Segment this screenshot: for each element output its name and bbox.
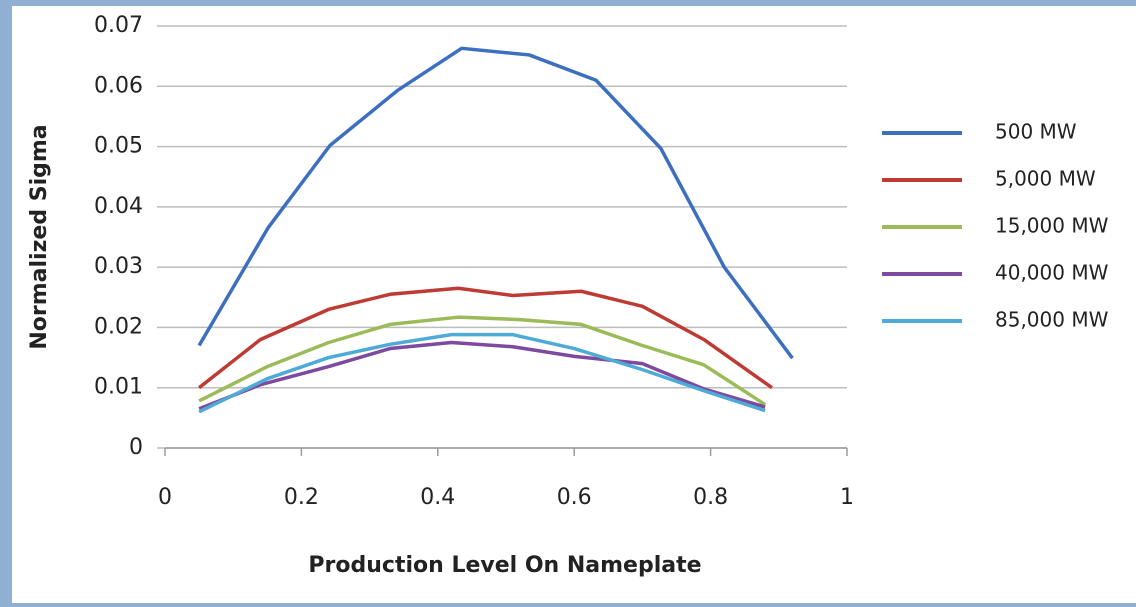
legend-label: 85,000 MW bbox=[995, 308, 1109, 332]
y-tick-label: 0.07 bbox=[94, 13, 143, 38]
x-tick-label: 0.4 bbox=[420, 485, 455, 510]
x-tick-label: 0 bbox=[158, 485, 172, 510]
y-tick-label: 0.01 bbox=[94, 375, 143, 400]
legend-label: 5,000 MW bbox=[995, 167, 1096, 191]
y-tick-label: 0.03 bbox=[94, 254, 143, 279]
y-tick-label: 0.02 bbox=[94, 314, 143, 339]
legend-label: 500 MW bbox=[995, 120, 1077, 144]
chart: Production Level On Nameplate Normalized… bbox=[0, 0, 1136, 603]
legend-label: 15,000 MW bbox=[995, 214, 1109, 238]
x-axis-label: Production Level On Nameplate bbox=[308, 553, 701, 578]
y-axis-label: Normalized Sigma bbox=[27, 124, 52, 349]
x-tick-label: 0.2 bbox=[284, 485, 319, 510]
y-tick-label: 0.06 bbox=[94, 73, 143, 98]
x-tick-label: 1 bbox=[840, 485, 854, 510]
y-tick-label: 0.04 bbox=[94, 194, 143, 219]
legend-label: 40,000 MW bbox=[995, 261, 1109, 285]
chart-panel bbox=[12, 6, 1136, 603]
x-tick-label: 0.8 bbox=[693, 485, 728, 510]
page: Production Level On Nameplate Normalized… bbox=[0, 0, 1136, 603]
x-tick-label: 0.6 bbox=[557, 485, 592, 510]
y-tick-label: 0.05 bbox=[94, 134, 143, 159]
y-tick-label: 0 bbox=[129, 435, 143, 460]
